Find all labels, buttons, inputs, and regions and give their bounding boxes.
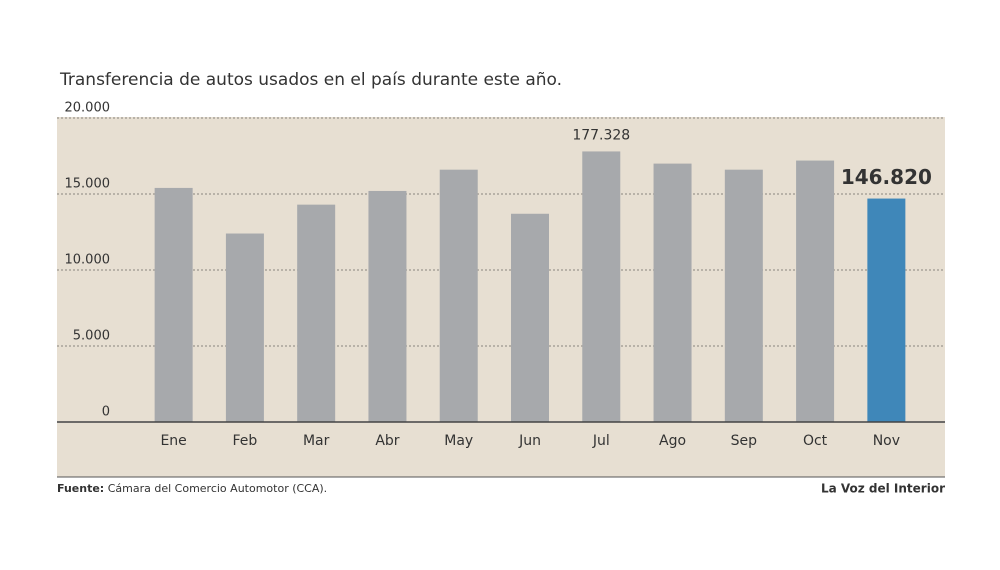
x-tick-label: Nov xyxy=(873,433,900,449)
source-text: Cámara del Comercio Automotor (CCA). xyxy=(108,482,327,495)
x-tick-label: Mar xyxy=(303,433,330,449)
source-label: Fuente: xyxy=(57,482,104,495)
x-tick-label: Sep xyxy=(731,433,758,449)
bar xyxy=(439,169,478,422)
x-tick-label: May xyxy=(444,433,473,449)
annotation: 177.328 xyxy=(572,127,630,143)
y-tick-label: 5.000 xyxy=(73,329,110,344)
bar xyxy=(154,187,193,422)
x-tick-label: Abr xyxy=(375,433,399,449)
y-tick-label: 10.000 xyxy=(65,253,111,268)
bar xyxy=(511,213,549,422)
x-tick-label: Jun xyxy=(518,433,541,449)
chart-title: Transferencia de autos usados en el país… xyxy=(59,70,562,90)
x-tick-label: Oct xyxy=(803,433,828,449)
bar xyxy=(582,151,621,422)
y-tick-label: 15.000 xyxy=(65,177,111,192)
y-tick-label: 20.000 xyxy=(65,101,111,116)
bar xyxy=(796,160,835,422)
bar xyxy=(225,233,264,422)
source: Fuente: Cámara del Comercio Automotor (C… xyxy=(57,482,327,495)
y-tick-label: 0 xyxy=(102,405,110,420)
bar xyxy=(867,198,906,422)
annotation: 146.820 xyxy=(841,165,932,189)
bar xyxy=(297,204,336,422)
x-tick-label: Ene xyxy=(160,433,186,449)
x-tick-label: Ago xyxy=(659,433,686,449)
x-tick-label: Jul xyxy=(592,433,610,449)
bar xyxy=(653,163,692,422)
bar xyxy=(368,190,407,422)
x-tick-label: Feb xyxy=(233,433,258,449)
credit: La Voz del Interior xyxy=(821,482,945,496)
bar xyxy=(724,169,763,422)
